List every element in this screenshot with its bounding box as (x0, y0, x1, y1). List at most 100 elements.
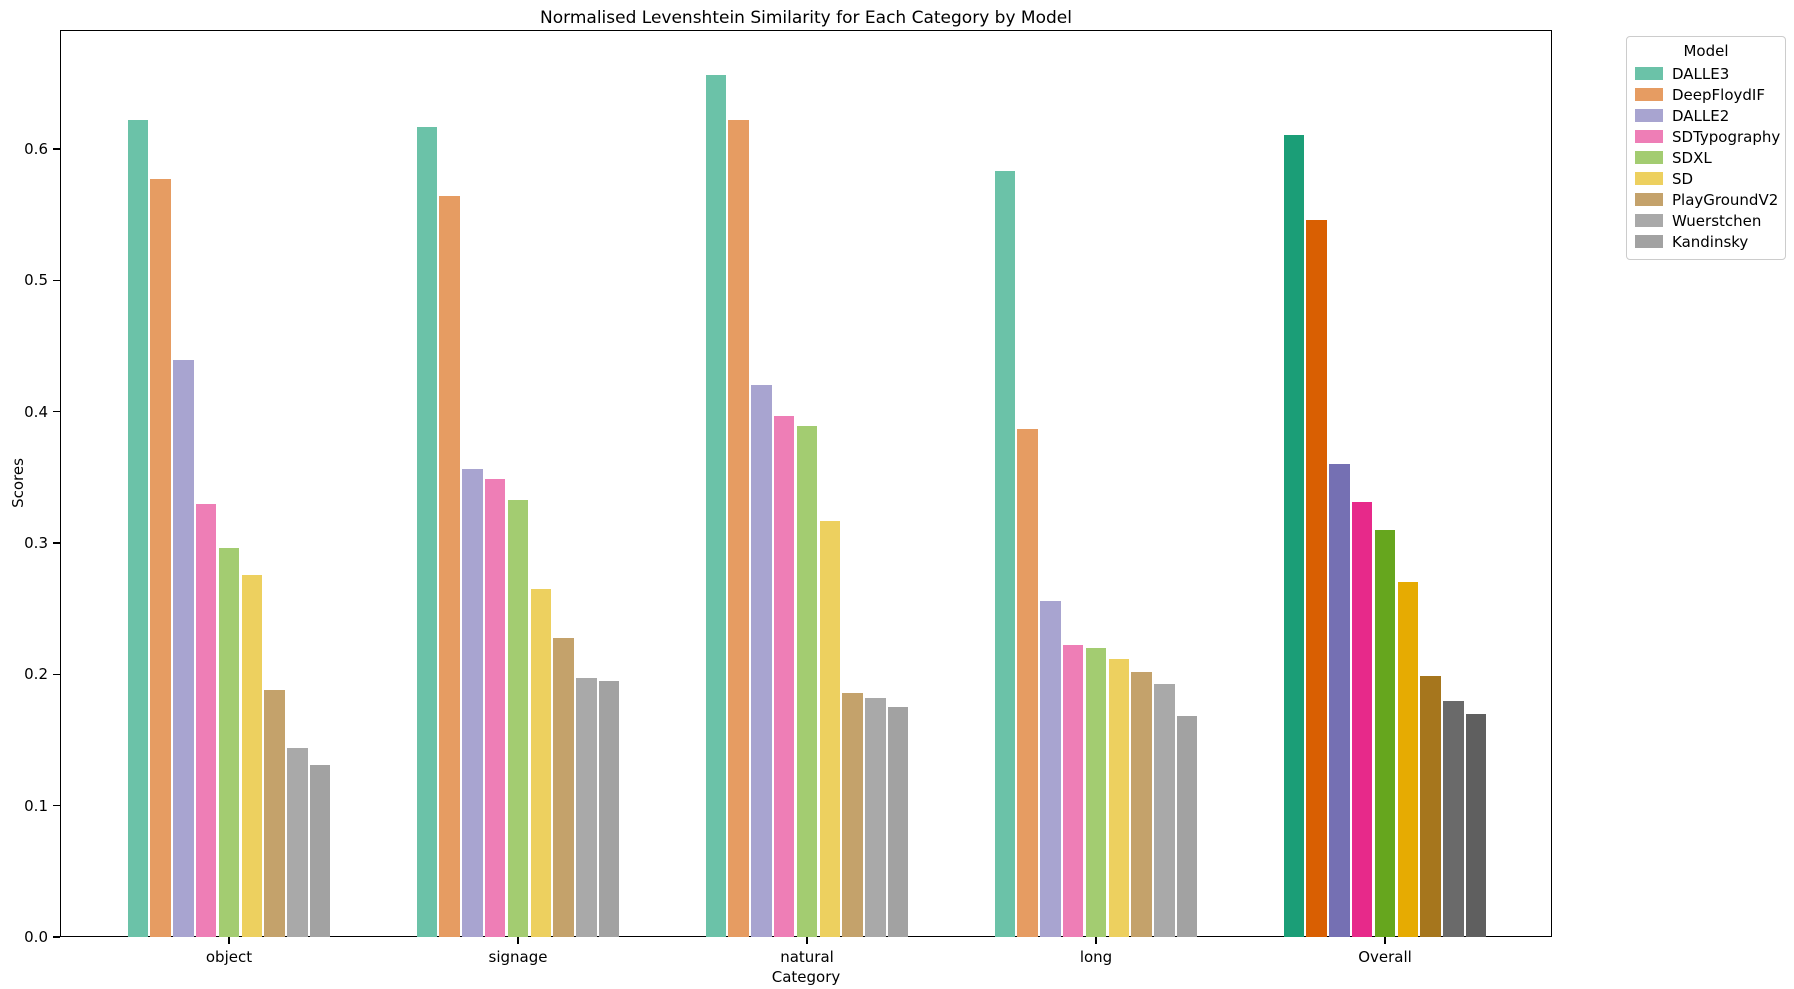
x-tick-mark (806, 937, 808, 944)
x-tick-label-object: object (205, 948, 253, 966)
bar-sdxl-signage (507, 499, 529, 937)
legend-label: SD (1672, 169, 1694, 188)
legend-item-sdtypography: SDTypography (1635, 126, 1781, 147)
legend-label: Wuerstchen (1672, 211, 1762, 230)
legend-label: PlayGroundV2 (1672, 190, 1779, 209)
bar-dalle3-long (994, 171, 1016, 937)
y-tick-label: 0.0 (24, 928, 48, 946)
legend-label: DALLE3 (1672, 64, 1730, 83)
legend-swatch-kandinsky (1635, 235, 1663, 248)
bar-sd-overall (1397, 582, 1419, 937)
x-axis-label: Category (771, 968, 841, 986)
bar-playgroundv2-signage (553, 637, 574, 937)
legend-item-dalle3: DALLE3 (1635, 63, 1777, 84)
bar-dalle3-object (127, 120, 149, 937)
bar-kandinsky-natural (887, 707, 909, 937)
legend-label: Kandinsky (1672, 232, 1749, 251)
legend-swatch-sdtypography (1635, 130, 1663, 143)
bar-playgroundv2-long (1131, 671, 1152, 937)
bar-wuerstchen-overall (1443, 700, 1464, 937)
legend-item-sdxl: SDXL (1635, 147, 1777, 168)
y-tick-mark (53, 279, 60, 281)
bar-sd-object (241, 574, 263, 937)
bar-playgroundv2-natural (842, 692, 863, 937)
x-tick-label-long: long (1079, 948, 1113, 966)
x-tick-mark (1095, 937, 1097, 944)
y-tick-mark (53, 673, 60, 675)
y-tick-label: 0.5 (24, 271, 48, 290)
bar-kandinsky-signage (598, 680, 620, 937)
bar-sdxl-object (218, 548, 240, 937)
bar-deepfloydif-natural (728, 120, 749, 937)
bar-wuerstchen-signage (576, 678, 597, 937)
legend-item-wuerstchen: Wuerstchen (1635, 210, 1777, 231)
y-tick-label: 0.6 (24, 139, 48, 158)
bar-dalle3-signage (416, 126, 438, 937)
x-tick-label-overall: Overall (1358, 948, 1412, 966)
bar-dalle3-overall (1283, 134, 1305, 937)
legend-label: DALLE2 (1672, 106, 1730, 125)
x-tick-label-signage: signage (488, 948, 548, 966)
bar-sd-signage (530, 588, 552, 937)
y-tick-mark (53, 411, 60, 413)
legend-swatch-deepfloydif (1635, 88, 1663, 101)
bar-wuerstchen-object (287, 747, 308, 937)
bar-deepfloydif-signage (439, 196, 460, 937)
bar-sdxl-long (1085, 648, 1107, 937)
bar-dalle2-object (173, 360, 194, 937)
bar-kandinsky-long (1176, 716, 1198, 937)
legend-item-kandinsky: Kandinsky (1635, 231, 1777, 252)
legend-label: DeepFloydIF (1672, 85, 1765, 104)
legend-item-sd: SD (1635, 168, 1777, 189)
bar-kandinsky-overall (1465, 713, 1487, 937)
bar-sdtypography-signage (484, 478, 506, 937)
bar-dalle2-signage (462, 469, 483, 937)
bar-dalle2-overall (1329, 464, 1350, 937)
y-tick-mark (53, 936, 60, 938)
bar-sd-long (1108, 658, 1130, 937)
legend: Model DALLE3 DeepFloydIF DALLE2 SDTypograph… (1626, 36, 1786, 260)
bar-sdtypography-object (195, 503, 217, 937)
x-tick-mark (228, 937, 230, 944)
x-tick-mark (1384, 937, 1386, 944)
y-axis-label: Scores (9, 458, 27, 508)
bar-wuerstchen-long (1154, 683, 1175, 937)
bar-deepfloydif-object (150, 179, 171, 937)
y-tick-mark (53, 805, 60, 807)
legend-label: SDTypography (1672, 127, 1781, 146)
y-tick-mark (53, 542, 60, 544)
bar-playgroundv2-overall (1420, 675, 1441, 937)
bar-dalle2-long (1040, 600, 1061, 937)
bar-sdtypography-overall (1351, 502, 1373, 937)
legend-swatch-sd (1635, 172, 1663, 185)
bar-deepfloydif-overall (1306, 219, 1327, 937)
y-tick-label: 0.1 (24, 796, 48, 815)
legend-title: Model (1683, 42, 1729, 60)
legend-swatch-playgroundv2 (1635, 193, 1663, 206)
x-tick-label-natural: natural (780, 948, 834, 966)
legend-items: DALLE3 DeepFloydIF DALLE2 SDTypography SDXL S… (1635, 63, 1781, 252)
x-tick-mark (517, 937, 519, 944)
bar-sdtypography-natural (773, 415, 795, 937)
chart-title: Normalised Levenshtein Similarity for Ea… (540, 8, 1072, 28)
bar-dalle2-natural (751, 385, 772, 937)
y-tick-label: 0.4 (24, 402, 48, 421)
bar-sdxl-natural (796, 426, 818, 937)
legend-swatch-dalle3 (1635, 67, 1663, 80)
y-tick-mark (53, 148, 60, 150)
bar-sdxl-overall (1374, 529, 1396, 937)
legend-swatch-wuerstchen (1635, 214, 1663, 227)
legend-item-playgroundv2: PlayGroundV2 (1635, 189, 1779, 210)
legend-label: SDXL (1672, 148, 1712, 167)
legend-item-dalle2: DALLE2 (1635, 105, 1777, 126)
bar-kandinsky-object (309, 764, 331, 937)
bar-dalle3-natural (705, 75, 727, 937)
bar-deepfloydif-long (1017, 428, 1038, 937)
y-tick-label: 0.2 (24, 665, 48, 684)
bar-playgroundv2-object (264, 690, 285, 937)
legend-swatch-sdxl (1635, 151, 1663, 164)
bar-sdtypography-long (1062, 645, 1084, 937)
y-tick-label: 0.3 (24, 533, 48, 552)
bar-sd-natural (819, 520, 841, 937)
